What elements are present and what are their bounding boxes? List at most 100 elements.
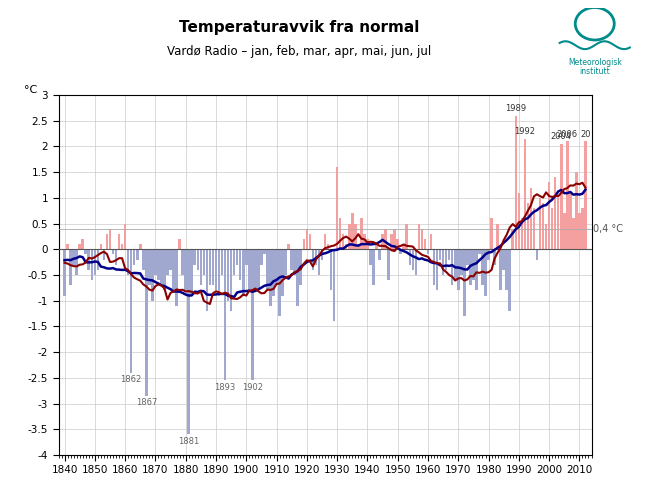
Bar <box>88 250 90 270</box>
Bar <box>154 250 157 275</box>
Bar <box>70 250 72 286</box>
Bar <box>545 224 547 250</box>
Bar <box>554 178 556 250</box>
Bar <box>541 203 544 250</box>
Bar <box>363 234 366 250</box>
Bar <box>426 250 429 254</box>
Text: Temperaturavvik fra normal: Temperaturavvik fra normal <box>179 20 419 35</box>
Bar <box>454 250 456 280</box>
Bar <box>242 250 244 296</box>
Bar <box>75 250 78 275</box>
Bar <box>194 250 196 264</box>
Text: institutt: institutt <box>579 68 610 76</box>
Bar <box>218 250 220 296</box>
Bar <box>227 250 229 300</box>
Bar <box>63 250 66 296</box>
Bar <box>578 214 580 250</box>
Bar <box>205 250 208 311</box>
Bar <box>488 250 490 260</box>
Bar <box>178 239 181 250</box>
Bar <box>466 250 469 264</box>
Bar <box>106 234 109 250</box>
Bar <box>348 224 350 250</box>
Bar <box>224 250 226 380</box>
Bar <box>333 250 335 322</box>
Bar <box>109 228 111 250</box>
Bar <box>203 250 205 275</box>
Bar <box>169 250 172 270</box>
Bar <box>439 250 441 260</box>
Bar <box>539 198 541 250</box>
Bar <box>275 250 278 286</box>
Bar <box>281 250 284 296</box>
Bar <box>566 142 569 250</box>
Bar <box>472 250 474 280</box>
Bar <box>490 218 493 250</box>
Bar <box>190 250 193 296</box>
Bar <box>493 250 496 264</box>
Bar <box>181 250 184 275</box>
Bar <box>99 244 102 250</box>
Text: °C: °C <box>24 85 37 95</box>
Bar <box>257 250 259 290</box>
Bar <box>278 250 281 316</box>
Bar <box>560 144 562 250</box>
Bar <box>124 224 126 250</box>
Bar <box>369 250 372 264</box>
Bar <box>84 250 87 254</box>
Bar <box>142 250 144 270</box>
Bar <box>209 250 211 286</box>
Bar <box>499 250 502 290</box>
Bar <box>457 250 460 290</box>
Bar <box>581 208 584 250</box>
Bar <box>424 239 426 250</box>
Text: 2004: 2004 <box>551 132 572 141</box>
Bar <box>296 250 299 306</box>
Bar <box>497 224 499 250</box>
Bar <box>81 239 84 250</box>
Bar <box>94 250 96 275</box>
Bar <box>302 239 305 250</box>
Bar <box>433 250 436 286</box>
Text: Meteorologisk: Meteorologisk <box>568 58 621 67</box>
Bar <box>366 239 369 250</box>
Bar <box>508 250 511 311</box>
Bar <box>287 244 290 250</box>
Bar <box>563 214 566 250</box>
Bar <box>484 250 487 296</box>
Bar <box>387 250 390 280</box>
Bar <box>448 250 450 260</box>
Bar <box>163 250 166 290</box>
Bar <box>445 250 447 270</box>
Bar <box>584 142 587 250</box>
Bar <box>393 228 396 250</box>
Bar <box>502 250 505 270</box>
Bar <box>524 138 526 250</box>
Text: 20: 20 <box>580 130 591 138</box>
Bar <box>451 250 454 286</box>
Bar <box>115 250 118 264</box>
Bar <box>460 250 463 275</box>
Bar <box>384 228 387 250</box>
Bar <box>284 250 287 275</box>
Bar <box>469 250 472 286</box>
Text: 1867: 1867 <box>136 398 157 407</box>
Bar <box>342 234 345 250</box>
Bar <box>336 167 339 250</box>
Bar <box>360 218 363 250</box>
Bar <box>103 250 105 260</box>
Bar <box>97 250 99 270</box>
Bar <box>517 192 520 250</box>
Bar <box>263 250 266 254</box>
Bar <box>269 250 272 306</box>
Bar <box>475 250 478 290</box>
Bar <box>236 250 239 264</box>
Bar <box>327 244 330 250</box>
Bar <box>121 244 124 250</box>
Bar <box>315 250 317 264</box>
Bar <box>345 244 348 250</box>
Bar <box>551 208 553 250</box>
Text: Vardø Radio – jan, feb, mar, apr, mai, jun, jul: Vardø Radio – jan, feb, mar, apr, mai, j… <box>167 45 431 58</box>
Bar <box>442 250 445 275</box>
Bar <box>521 218 523 250</box>
